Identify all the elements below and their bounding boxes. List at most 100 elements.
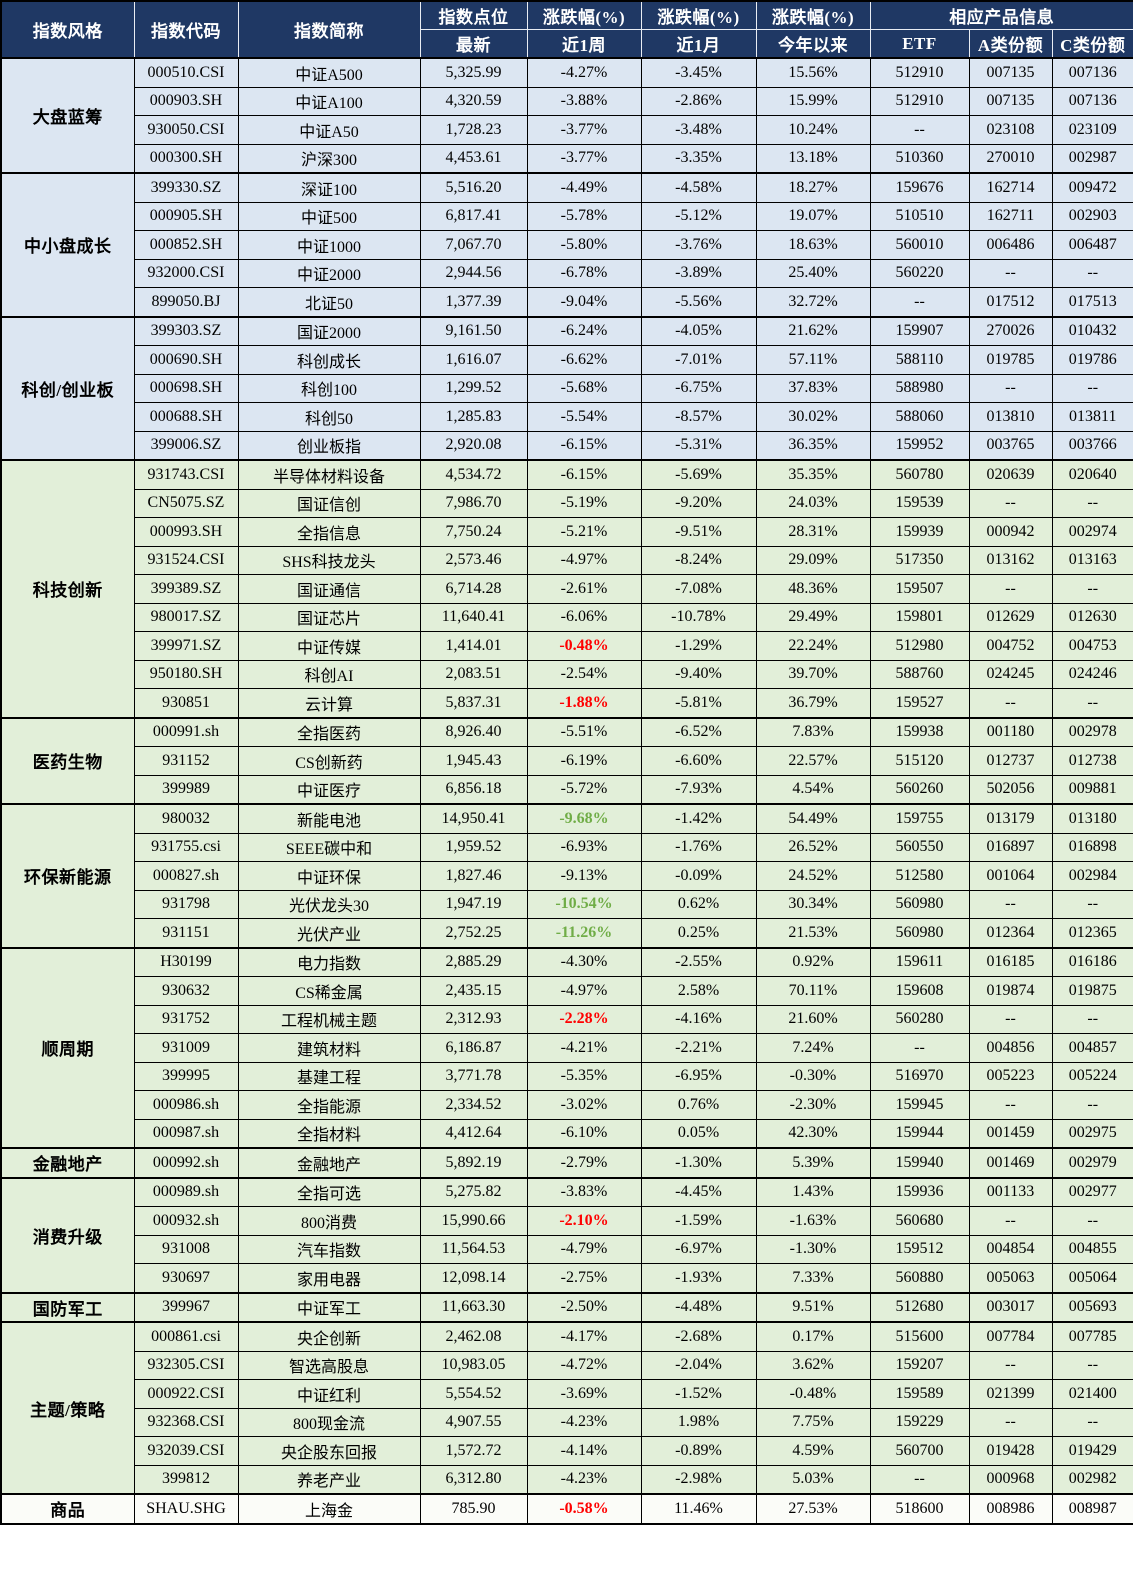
pct-1w-cell: -6.24% <box>526 315 642 346</box>
name-cell: 沪深300 <box>237 143 421 174</box>
class-c-cell: 007785 <box>1051 1321 1133 1352</box>
code-cell: 399989 <box>133 774 239 805</box>
name-cell: 中证500 <box>237 201 421 231</box>
name-cell: 中证A500 <box>237 57 421 88</box>
latest-cell: 6,312.80 <box>419 1464 528 1495</box>
name-cell: 科创成长 <box>237 345 421 375</box>
code-cell: 980017.SZ <box>133 602 239 632</box>
name-cell: 中证环保 <box>237 861 421 891</box>
pct-ytd-cell: 13.18% <box>755 143 871 174</box>
code-cell: 930632 <box>133 976 239 1006</box>
pct-ytd-cell: 42.30% <box>755 1118 871 1149</box>
name-cell: 中证医疗 <box>237 774 421 805</box>
class-a-cell: -- <box>968 258 1053 288</box>
table-row: 931755.csi SEEE碳中和 1,959.52 -6.93% -1.76% 26.… <box>1 832 1133 862</box>
class-a-cell: 001459 <box>968 1118 1053 1149</box>
latest-cell: 1,616.07 <box>419 345 528 375</box>
etf-cell: 512910 <box>869 86 970 116</box>
class-c-cell: 010432 <box>1051 315 1133 346</box>
code-cell: H30199 <box>133 946 239 977</box>
pct-1w-cell: -4.79% <box>526 1234 642 1264</box>
table-row: 国防军工 399967 中证军工 11,663.30 -2.50% -4.48% 9.51%… <box>0 1291 1133 1323</box>
table-row: 科创/创业板 399303.SZ 国证2000 9,161.50 -6.24% -4.05… <box>0 315 1133 461</box>
name-cell: 国证2000 <box>237 315 421 346</box>
code-cell: 931151 <box>133 918 239 948</box>
table-row: 000993.SH 全指信息 7,750.24 -5.21% -9.51% 28.31% 1… <box>1 517 1133 547</box>
class-a-cell: -- <box>968 574 1053 604</box>
class-c-cell: 008987 <box>1051 1493 1133 1524</box>
table-row: 930632 CS稀金属 2,435.15 -4.97% 2.58% 70.11% 1596… <box>1 976 1133 1006</box>
group-label-cell: 科技创新 <box>0 459 135 718</box>
name-cell: 家用电器 <box>237 1263 421 1293</box>
etf-cell: 159945 <box>869 1090 970 1120</box>
code-cell: 931524.CSI <box>133 545 239 575</box>
code-cell: 932305.CSI <box>133 1350 239 1380</box>
code-cell: 000986.sh <box>133 1090 239 1120</box>
pct-ytd-cell: 37.83% <box>755 373 871 403</box>
name-cell: 全指可选 <box>237 1176 421 1207</box>
class-c-cell: -- <box>1051 1350 1133 1380</box>
col-header-index-style: 指数风格 <box>0 0 135 59</box>
latest-cell: 1,945.43 <box>419 746 528 776</box>
pct-ytd-cell: -0.48% <box>755 1379 871 1409</box>
class-a-cell: -- <box>968 889 1053 919</box>
pct-1w-cell: -4.14% <box>526 1436 642 1466</box>
class-a-cell: -- <box>968 1350 1053 1380</box>
class-c-cell: 002982 <box>1051 1464 1133 1495</box>
pct-1w-cell: -4.27% <box>526 57 642 88</box>
name-cell: 中证A50 <box>237 115 421 145</box>
pct-ytd-cell: 4.54% <box>755 774 871 805</box>
pct-1m-cell: -6.60% <box>640 746 757 776</box>
pct-ytd-cell: -1.30% <box>755 1234 871 1264</box>
name-cell: 央企股东回报 <box>237 1436 421 1466</box>
name-cell: 800消费 <box>237 1206 421 1236</box>
latest-cell: 1,827.46 <box>419 861 528 891</box>
table-row: 931798 光伏龙头30 1,947.19 -10.54% 0.62% 30.34% 56… <box>1 889 1133 919</box>
pct-1w-cell: -3.77% <box>526 143 642 174</box>
pct-1w-cell: -4.17% <box>526 1321 642 1352</box>
code-cell: 000993.SH <box>133 517 239 547</box>
table-row: 000827.sh 中证环保 1,827.46 -9.13% -0.09% 24.52% 5… <box>1 861 1133 891</box>
latest-cell: 7,986.70 <box>419 488 528 518</box>
pct-1m-cell: 0.76% <box>640 1090 757 1120</box>
class-c-cell: 017513 <box>1051 287 1133 317</box>
pct-1w-cell: -4.23% <box>526 1407 642 1437</box>
name-cell: 养老产业 <box>237 1464 421 1495</box>
class-c-cell: 019875 <box>1051 976 1133 1006</box>
latest-cell: 10,983.05 <box>419 1350 528 1380</box>
name-cell: 全指能源 <box>237 1090 421 1120</box>
class-c-cell: 009881 <box>1051 774 1133 805</box>
name-cell: 国证芯片 <box>237 602 421 632</box>
etf-cell: 159608 <box>869 976 970 1006</box>
table-row: 000986.sh 全指能源 2,334.52 -3.02% 0.76% -2.30% 15… <box>1 1090 1133 1120</box>
code-cell: 000989.sh <box>133 1176 239 1207</box>
code-cell: 000300.SH <box>133 143 239 174</box>
pct-1m-cell: -4.16% <box>640 1004 757 1034</box>
name-cell: 全指材料 <box>237 1118 421 1149</box>
pct-1w-cell: -3.88% <box>526 86 642 116</box>
class-a-cell: 017512 <box>968 287 1053 317</box>
pct-1m-cell: -3.45% <box>640 57 757 88</box>
pct-1m-cell: -5.81% <box>640 688 757 718</box>
latest-cell: 5,554.52 <box>419 1379 528 1409</box>
latest-cell: 5,325.99 <box>419 57 528 88</box>
etf-cell: 512580 <box>869 861 970 891</box>
class-c-cell: 021400 <box>1051 1379 1133 1409</box>
name-cell: 中证军工 <box>237 1291 421 1323</box>
code-cell: 000905.SH <box>133 201 239 231</box>
col-header-index-name: 指数简称 <box>237 0 421 59</box>
class-a-cell: 000942 <box>968 517 1053 547</box>
latest-cell: 14,950.41 <box>419 803 528 834</box>
etf-cell: 588980 <box>869 373 970 403</box>
code-cell: 932039.CSI <box>133 1436 239 1466</box>
name-cell: 中证红利 <box>237 1379 421 1409</box>
latest-cell: 1,947.19 <box>419 889 528 919</box>
class-a-cell: 270010 <box>968 143 1053 174</box>
name-cell: SEEE碳中和 <box>237 832 421 862</box>
code-cell: 931008 <box>133 1234 239 1264</box>
col-header-chg-1w-top: 涨跌幅(%) <box>526 0 642 30</box>
pct-1w-cell: -2.10% <box>526 1206 642 1236</box>
code-cell: CN5075.SZ <box>133 488 239 518</box>
pct-1m-cell: -5.56% <box>640 287 757 317</box>
class-c-cell: -- <box>1051 688 1133 718</box>
